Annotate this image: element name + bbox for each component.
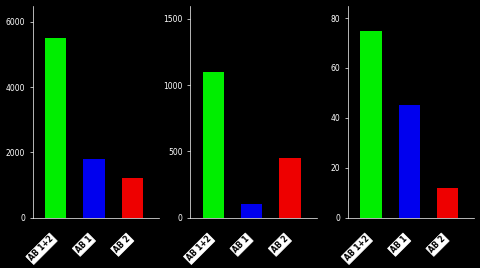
Bar <box>84 159 105 218</box>
Text: AB 1: AB 1 <box>74 234 94 255</box>
Bar <box>399 105 420 218</box>
Text: AB 1: AB 1 <box>389 234 409 255</box>
Text: AB 1+2: AB 1+2 <box>343 234 371 263</box>
Bar <box>122 178 143 218</box>
Text: AB 2: AB 2 <box>428 234 448 255</box>
Text: AB 1+2: AB 1+2 <box>27 234 56 263</box>
Text: AB 2: AB 2 <box>112 234 132 255</box>
Bar <box>279 158 300 218</box>
Text: AB 1+2: AB 1+2 <box>185 234 213 263</box>
Text: AB 1: AB 1 <box>231 234 252 255</box>
Bar <box>241 204 262 218</box>
Bar <box>45 38 66 218</box>
Bar <box>360 31 382 218</box>
Text: AB 2: AB 2 <box>270 234 290 255</box>
Bar <box>437 188 458 218</box>
Bar <box>203 72 224 218</box>
